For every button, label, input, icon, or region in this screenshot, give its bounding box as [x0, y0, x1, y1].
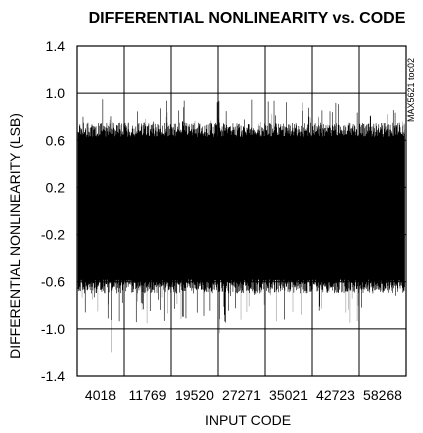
- y-axis-label: DIFFERENTIAL NONLINEARITY (LSB): [7, 113, 23, 359]
- dnl-trace: [77, 99, 405, 323]
- y-tick-label: -1.0: [41, 321, 65, 337]
- figure-code-label: MAX5621 toc02: [406, 58, 416, 122]
- x-tick-label: 27271: [222, 387, 261, 403]
- x-tick-label: 42723: [316, 387, 355, 403]
- x-axis-label: INPUT CODE: [205, 412, 291, 428]
- y-axis-tick-labels: 1.4 1.0 0.6 0.2 -0.2 -0.6 -1.0 -1.4: [41, 38, 65, 384]
- y-tick-label: 0.2: [46, 179, 66, 195]
- y-tick-label: -0.2: [41, 227, 65, 243]
- x-tick-label: 35021: [269, 387, 308, 403]
- y-tick-label: 1.4: [46, 38, 66, 54]
- y-tick-label: -0.6: [41, 274, 65, 290]
- x-tick-label: 58268: [363, 387, 402, 403]
- x-tick-label: 19520: [175, 387, 214, 403]
- plot-frame: [76, 45, 407, 377]
- dnl-outlier-spikes: [81, 102, 405, 353]
- x-tick-label: 11769: [129, 387, 167, 403]
- plot-area: [76, 45, 407, 377]
- x-axis-tick-labels: 4018 11769 19520 27271 35021 42723 58268: [85, 387, 402, 403]
- grid-lines: [77, 46, 406, 376]
- dnl-data-series: [77, 99, 405, 353]
- x-tick-label: 4018: [85, 387, 116, 403]
- y-tick-label: 1.0: [46, 85, 66, 101]
- y-tick-label: 0.6: [46, 132, 66, 148]
- y-tick-label: -1.4: [41, 368, 65, 384]
- chart-title: DIFFERENTIAL NONLINEARITY vs. CODE: [89, 10, 406, 27]
